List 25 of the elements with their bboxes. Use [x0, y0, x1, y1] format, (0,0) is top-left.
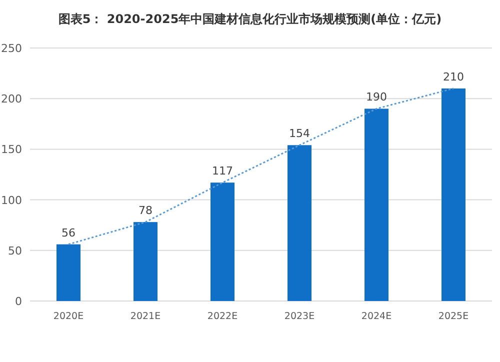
data-label: 210 — [443, 70, 464, 84]
data-label: 56 — [62, 226, 76, 240]
bar — [134, 222, 158, 301]
x-tick-label: 2022E — [207, 311, 238, 322]
x-tick-label: 2024E — [361, 311, 392, 322]
x-tick-label: 2020E — [53, 311, 84, 322]
bar — [288, 145, 312, 301]
data-label: 190 — [366, 90, 387, 104]
bar — [56, 244, 80, 301]
y-tick-label: 150 — [1, 143, 22, 156]
y-tick-label: 50 — [8, 244, 22, 258]
y-tick-label: 100 — [1, 194, 22, 207]
data-label: 154 — [289, 127, 310, 140]
bar — [364, 108, 388, 301]
bar — [442, 88, 466, 301]
y-tick-label: 200 — [1, 92, 22, 106]
data-label: 117 — [212, 164, 233, 178]
y-tick-label: 0 — [15, 295, 22, 308]
bar — [210, 182, 234, 301]
y-tick-label: 250 — [1, 42, 22, 55]
chart-title: 图表5： 2020-2025年中国建材信息化行业市场规模预测(单位：亿元) — [58, 12, 442, 26]
x-tick-label: 2021E — [130, 311, 161, 322]
x-tick-label: 2023E — [284, 311, 315, 322]
data-label: 78 — [138, 204, 152, 218]
x-tick-label: 2025E — [438, 311, 469, 322]
